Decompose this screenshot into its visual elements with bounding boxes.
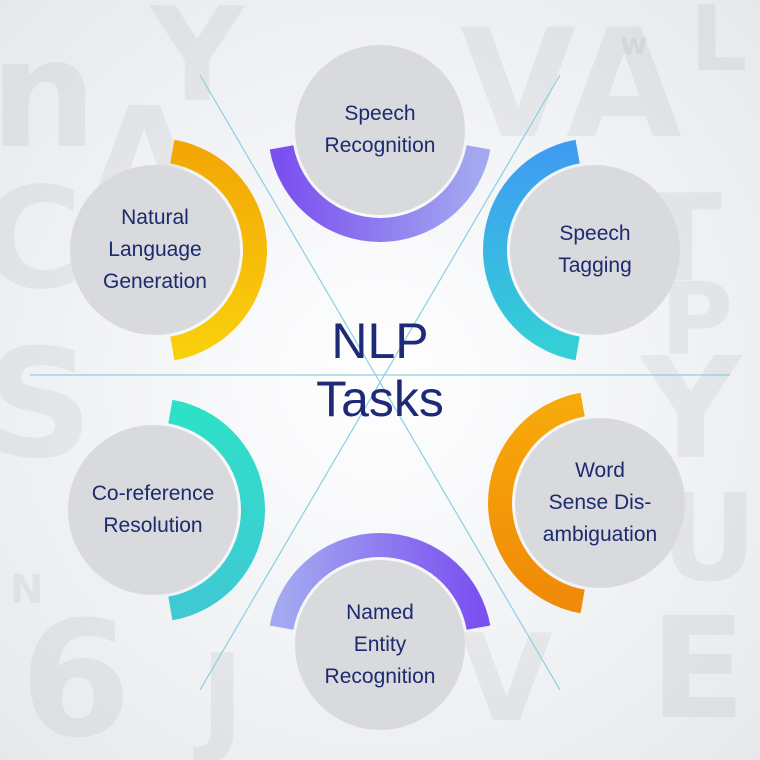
node-label-line: Word xyxy=(575,459,625,482)
node-label-line: Natural xyxy=(121,206,189,229)
node-natural-language-generation: Natural Language Generation xyxy=(70,165,240,335)
node-word-sense-disambiguation: Word Sense Dis- ambiguation xyxy=(515,418,685,588)
ring-arc-speech-recognition xyxy=(269,145,491,242)
node-label-line: Recognition xyxy=(324,134,436,157)
node-named-entity-recognition: Named Entity Recognition xyxy=(295,560,465,730)
node-co-reference-resolution: Co-reference Resolution xyxy=(68,425,238,595)
ray-diagonal-2 xyxy=(199,74,561,691)
node-label-line: Tagging xyxy=(558,254,632,277)
ring-arc-co-reference-resolution xyxy=(168,399,265,621)
node-label-line: Named xyxy=(346,601,414,624)
node-label-line: Speech xyxy=(559,222,631,245)
ring-arc-word-sense-disambiguation xyxy=(488,392,585,614)
node-label-line: Co-reference xyxy=(91,482,215,505)
node-speech-tagging: Speech Tagging xyxy=(510,165,680,335)
node-label-line: ambiguation xyxy=(542,523,658,546)
node-label-line: Entity xyxy=(353,633,407,656)
center-title: NLP Tasks xyxy=(260,312,500,428)
ring-arc-named-entity-recognition xyxy=(269,533,491,630)
node-label-line: Generation xyxy=(103,270,207,293)
center-title-line: Tasks xyxy=(316,371,444,427)
ring-arc-natural-language-generation xyxy=(170,139,267,361)
node-label-line: Recognition xyxy=(324,665,436,688)
node-label-line: Resolution xyxy=(103,514,203,537)
node-label-line: Language xyxy=(108,238,202,261)
node-label-line: Speech xyxy=(344,102,416,125)
center-title-line: NLP xyxy=(331,313,429,369)
node-label-line: Sense Dis- xyxy=(548,491,652,514)
node-speech-recognition: Speech Recognition xyxy=(295,45,465,215)
ring-arc-speech-tagging xyxy=(483,139,580,361)
